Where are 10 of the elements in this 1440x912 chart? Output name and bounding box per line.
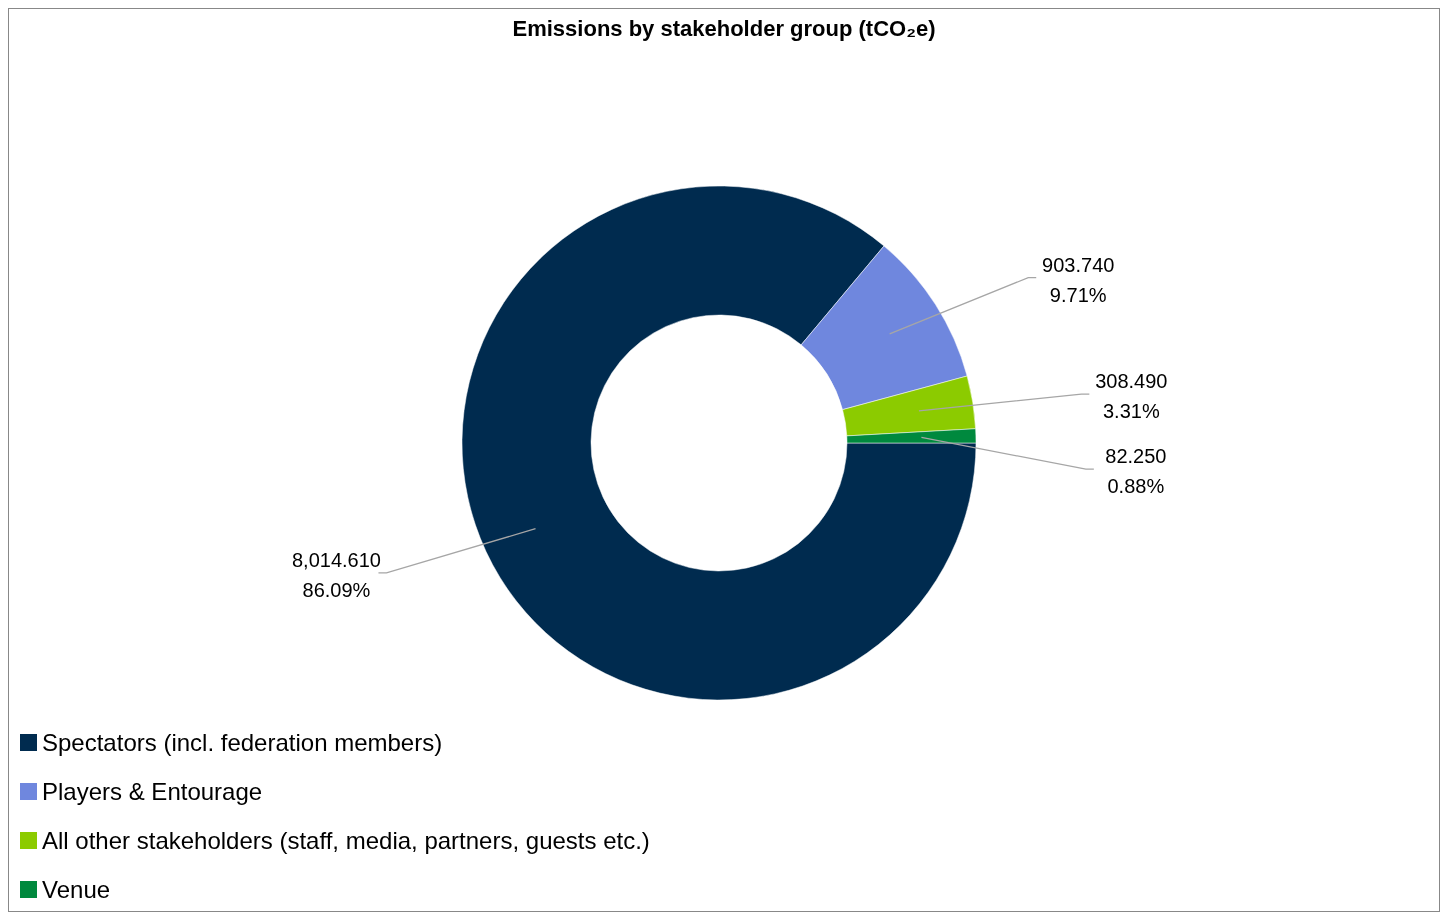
data-label: 903.740 9.71%	[1042, 253, 1115, 306]
data-label: 8,014.610 86.09%	[291, 548, 381, 601]
data-label: 308.490 3.31%	[1095, 370, 1168, 423]
donut-slice	[462, 186, 977, 701]
data-label: 82.250 0.88%	[1105, 445, 1167, 498]
legend-label: All other stakeholders (staff, media, partners, guests etc.)	[42, 827, 650, 854]
legend-label: Spectators (incl. federation members)	[42, 729, 443, 756]
legend-label: Venue	[42, 876, 111, 903]
chart-title: Emissions by stakeholder group (tCO₂e)	[512, 16, 936, 41]
legend-label: Players & Entourage	[42, 778, 263, 805]
